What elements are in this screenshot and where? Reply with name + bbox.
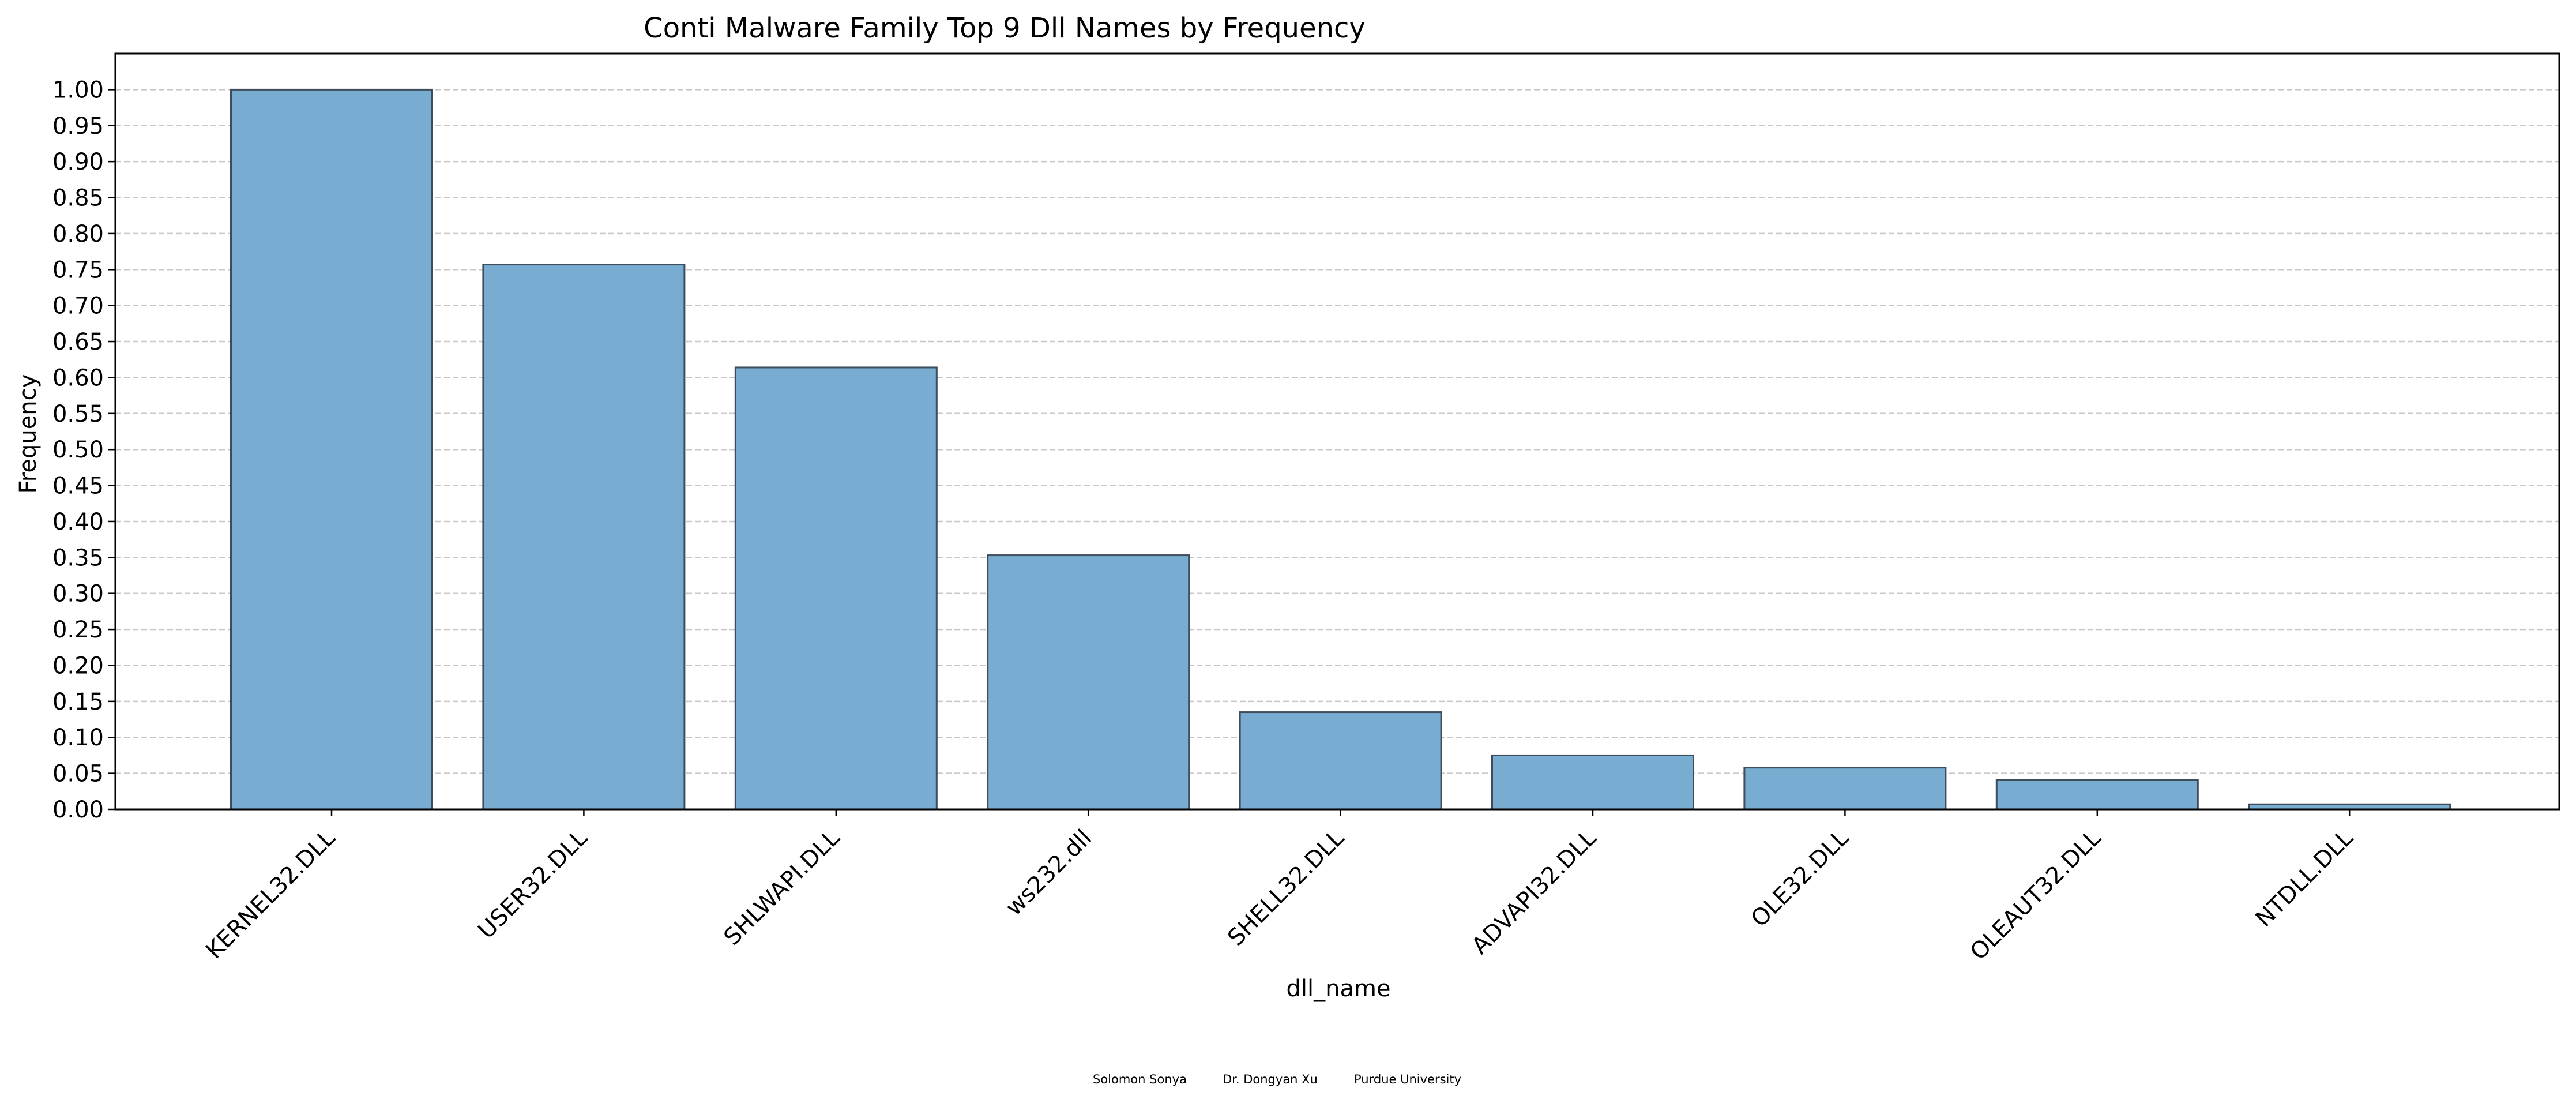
credit-author: Solomon Sonya: [1093, 1072, 1187, 1086]
y-tick-label: 0.05: [52, 761, 104, 787]
x-tick-label: USER32.DLL: [473, 824, 592, 944]
y-tick-label: 1.00: [52, 77, 104, 103]
y-tick-label: 0.60: [52, 365, 104, 391]
x-axis-label: dll_name: [1286, 976, 1390, 1002]
bar: [987, 554, 1190, 811]
y-tick-label: 0.70: [52, 293, 104, 320]
bar: [734, 366, 938, 811]
y-tick-label: 0.75: [52, 257, 104, 283]
bars-layer: [230, 88, 2451, 811]
credits: Solomon Sonya Dr. Dongyan Xu Purdue Univ…: [1093, 1072, 1461, 1086]
credit-advisor: Dr. Dongyan Xu: [1223, 1072, 1318, 1086]
bar: [230, 88, 433, 811]
x-axis-ticks: KERNEL32.DLL USER32.DLL SHLWAPI.DLL ws232.d…: [201, 809, 2359, 966]
y-tick-label: 0.50: [52, 437, 104, 463]
chart-title: Conti Malware Family Top 9 Dll Names by …: [644, 12, 1366, 44]
bar: [1743, 767, 1947, 811]
plot-frame: [114, 52, 2560, 811]
bar: [482, 264, 686, 811]
x-tick-label: SHELL32.DLL: [1223, 824, 1349, 951]
y-tick-label: 0.00: [52, 797, 104, 823]
y-tick-label: 0.30: [52, 581, 104, 607]
y-tick-label: 0.35: [52, 545, 104, 571]
y-tick-label: 0.85: [52, 185, 104, 212]
x-tick-label: OLEAUT32.DLL: [1965, 824, 2107, 966]
y-tick-label: 0.55: [52, 401, 104, 427]
grid-layer: [115, 89, 2559, 774]
y-tick-label: 0.45: [52, 473, 104, 500]
x-tick-label: ADVAPI32.DLL: [1466, 824, 1601, 959]
x-tick-label: NTDLL.DLL: [2251, 824, 2359, 932]
y-tick-label: 0.40: [52, 509, 104, 535]
y-tick-label: 0.65: [52, 329, 104, 355]
y-axis-label: Frequency: [15, 374, 42, 494]
bar: [1239, 711, 1442, 811]
y-axis-ticks: 0.00 0.05 0.10 0.15 0.20 0.25 0.30 0.35 0.40 0.45…: [52, 77, 115, 823]
x-tick-label: OLE32.DLL: [1746, 824, 1854, 932]
y-tick-label: 0.20: [52, 652, 104, 679]
y-tick-label: 0.15: [52, 689, 104, 715]
x-tick-label: SHLWAPI.DLL: [719, 824, 845, 951]
x-tick-label: KERNEL32.DLL: [201, 824, 340, 964]
y-tick-label: 0.95: [52, 113, 104, 140]
y-tick-label: 0.90: [52, 149, 104, 175]
bar: [1995, 779, 2199, 811]
credit-institution: Purdue University: [1354, 1072, 1461, 1086]
y-tick-label: 0.25: [52, 617, 104, 643]
y-tick-label: 0.80: [52, 221, 104, 247]
x-tick-label: ws232.dll: [1001, 825, 1097, 921]
y-tick-label: 0.10: [52, 725, 104, 751]
bar: [1491, 754, 1694, 811]
